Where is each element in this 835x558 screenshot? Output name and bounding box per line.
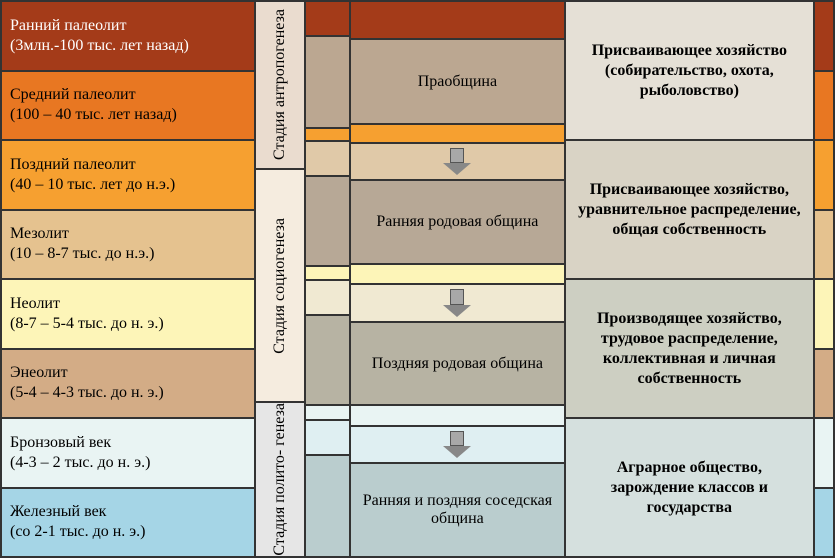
period-title: Бронзовый век [10, 433, 246, 453]
community-label: Ранняя и поздняя соседская община [355, 492, 559, 528]
economy-cell: Аграрное общество, зарождение классов и … [565, 418, 814, 557]
edge-segment [814, 488, 834, 558]
economy-label: Присваивающее хозяйство (собирательство,… [576, 41, 803, 101]
period-cell: Поздний палеолит(40 – 10 тыс. лет до н.э… [1, 140, 255, 210]
community-label: Ранняя родовая община [376, 213, 538, 231]
period-dates: (8-7 – 5-4 тыс. до н. э.) [10, 314, 246, 334]
period-title: Неолит [10, 294, 246, 314]
mid-segment [305, 405, 350, 419]
edge-segment [814, 349, 834, 419]
period-title: Мезолит [10, 224, 246, 244]
edge-segment [814, 418, 834, 488]
period-dates: (со 2-1 тыс. до н. э.) [10, 522, 246, 542]
community-gap [350, 405, 564, 425]
period-title: Средний палеолит [10, 85, 246, 105]
stage-label: Стадия антропогенеза [271, 9, 289, 160]
mid-segment [305, 280, 350, 315]
community-box: Ранняя и поздняя соседская община [350, 463, 564, 557]
community-box: Поздняя родовая община [350, 322, 564, 406]
community-box: Ранняя родовая община [350, 180, 564, 264]
period-cell: Бронзовый век(4-3 – 2 тыс. до н. э.) [1, 418, 255, 488]
period-dates: (40 – 10 тыс. лет до н.э.) [10, 175, 246, 195]
edge-segment [814, 1, 834, 71]
period-dates: (3млн.-100 тыс. лет назад) [10, 36, 246, 56]
community-label: Праобщина [418, 73, 497, 91]
period-cell: Неолит(8-7 – 5-4 тыс. до н. э.) [1, 279, 255, 349]
mid-segment [305, 1, 350, 36]
mid-segment [305, 266, 350, 280]
period-cell: Средний палеолит(100 – 40 тыс. лет назад… [1, 71, 255, 141]
period-cell: Мезолит(10 – 8-7 тыс. до н.э.) [1, 210, 255, 280]
arrow-down-icon [350, 284, 564, 322]
period-title: Энеолит [10, 363, 246, 383]
stage-cell: Стадия полито- генеза [255, 402, 305, 557]
community-gap [350, 264, 564, 284]
stage-label: Стадия полито- генеза [271, 403, 289, 556]
stages-column: Стадия антропогенеза Стадия социогенеза Ст… [255, 1, 305, 557]
stage-label: Стадия социогенеза [271, 218, 289, 354]
edge-stripe-column [814, 1, 834, 557]
arrow-down-icon [350, 426, 564, 464]
economy-cell: Присваивающее хозяйство, уравнительное р… [565, 140, 814, 279]
period-title: Поздний палеолит [10, 155, 246, 175]
edge-segment [814, 210, 834, 280]
periodization-table: Ранний палеолит(3млн.-100 тыс. лет назад… [0, 0, 835, 558]
mid-segment [305, 128, 350, 140]
periods-column: Ранний палеолит(3млн.-100 тыс. лет назад… [1, 1, 255, 557]
economy-label: Аграрное общество, зарождение классов и … [576, 458, 803, 518]
edge-segment [814, 279, 834, 349]
period-dates: (5-4 – 4-3 тыс. до н. э.) [10, 383, 246, 403]
arrow-down-icon [350, 143, 564, 181]
community-gap [350, 1, 564, 39]
edge-segment [814, 71, 834, 141]
period-cell: Железный век(со 2-1 тыс. до н. э.) [1, 488, 255, 558]
stage-cell: Стадия антропогенеза [255, 1, 305, 169]
economy-label: Производящее хозяйство, трудовое распред… [576, 309, 803, 389]
mid-segment [305, 315, 350, 405]
stage-cell: Стадия социогенеза [255, 169, 305, 403]
period-title: Ранний палеолит [10, 16, 246, 36]
community-label: Поздняя родовая община [372, 355, 543, 373]
community-gap [350, 124, 564, 142]
economy-label: Присваивающее хозяйство, уравнительное р… [576, 180, 803, 240]
period-cell: Энеолит(5-4 – 4-3 тыс. до н. э.) [1, 349, 255, 419]
edge-segment [814, 140, 834, 210]
community-box: Праобщина [350, 39, 564, 124]
economy-cell: Присваивающее хозяйство (собирательство,… [565, 1, 814, 140]
period-title: Железный век [10, 502, 246, 522]
period-dates: (100 – 40 тыс. лет назад) [10, 105, 246, 125]
mid-segment [305, 455, 350, 557]
economy-column: Присваивающее хозяйство (собирательство,… [565, 1, 814, 557]
mid-segment [305, 141, 350, 176]
economy-cell: Производящее хозяйство, трудовое распред… [565, 279, 814, 418]
period-dates: (10 – 8-7 тыс. до н.э.) [10, 244, 246, 264]
community-column: Праобщина Ранняя родовая община Поздняя ро… [350, 1, 564, 557]
mid-stripe-column [305, 1, 350, 557]
mid-segment [305, 36, 350, 128]
period-dates: (4-3 – 2 тыс. до н. э.) [10, 453, 246, 473]
mid-segment [305, 176, 350, 266]
mid-segment [305, 420, 350, 455]
period-cell: Ранний палеолит(3млн.-100 тыс. лет назад… [1, 1, 255, 71]
